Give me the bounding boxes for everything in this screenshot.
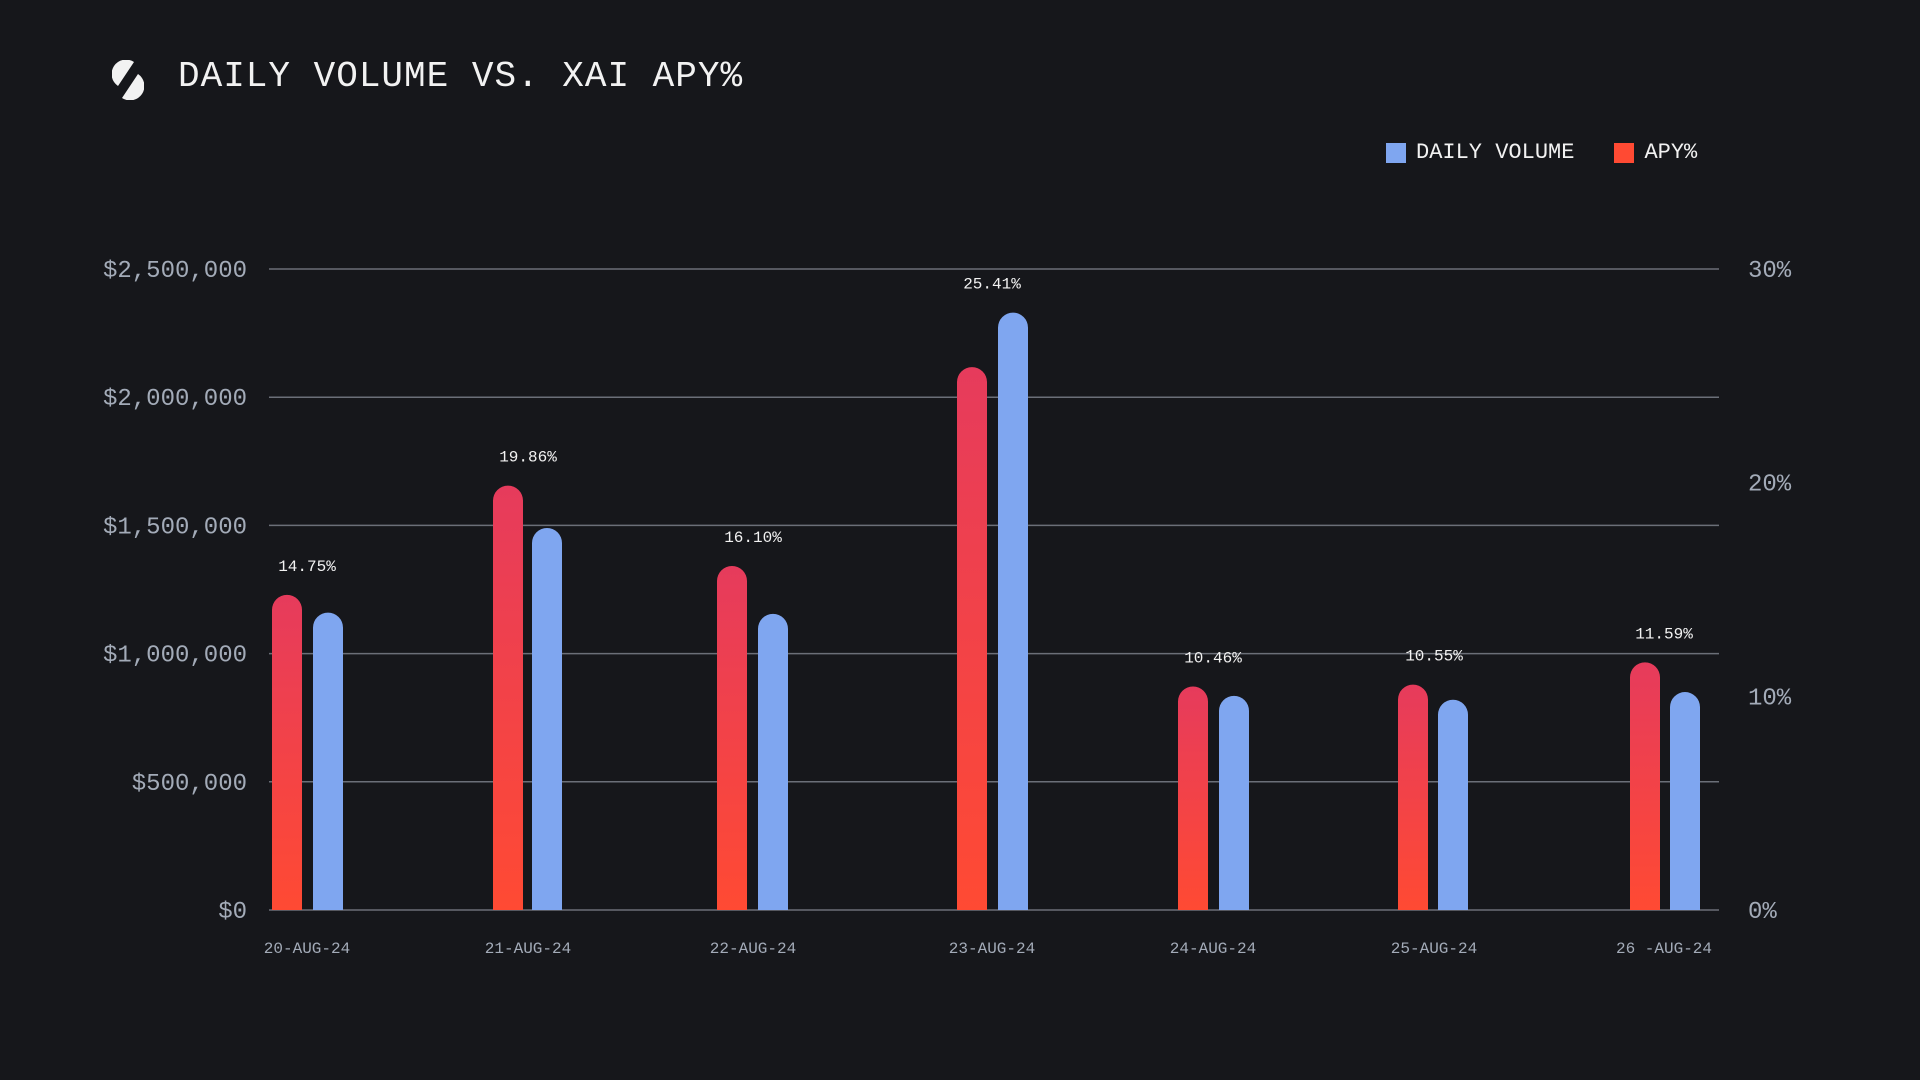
right-tick-label: 30% <box>1748 258 1792 285</box>
right-tick-label: 20% <box>1748 472 1792 499</box>
left-tick-label: $1,000,000 <box>103 643 247 670</box>
legend-swatch-apy <box>1614 142 1635 163</box>
apy-data-label: 10.55% <box>1405 648 1463 666</box>
apy-bar <box>1630 662 1660 910</box>
x-tick-label: 23-AUG-24 <box>949 940 1035 958</box>
legend-label-volume: DAILY VOLUME <box>1416 140 1575 165</box>
volume-bar <box>1670 692 1700 910</box>
apy-bar <box>493 485 523 910</box>
right-tick-label: 10% <box>1748 685 1792 712</box>
apy-bar <box>957 367 987 911</box>
apy-bar <box>717 565 747 910</box>
x-tick-label: 24-AUG-24 <box>1170 940 1256 958</box>
left-tick-label: $2,000,000 <box>103 386 247 413</box>
left-tick-label: $1,500,000 <box>103 514 247 541</box>
x-tick-label: 20-AUG-24 <box>264 940 350 958</box>
apy-data-label: 16.10% <box>724 529 782 547</box>
apy-bar <box>1398 684 1428 910</box>
apy-bar <box>1178 686 1208 910</box>
left-tick-label: $2,500,000 <box>103 258 247 285</box>
volume-bar <box>532 527 562 910</box>
volume-bar <box>313 612 343 910</box>
legend-item-volume: DAILY VOLUME <box>1386 140 1574 165</box>
right-tick-label: 0% <box>1748 899 1777 926</box>
x-tick-label: 21-AUG-24 <box>485 940 571 958</box>
legend-label-apy: APY% <box>1644 140 1698 165</box>
x-tick-label: 25-AUG-24 <box>1391 940 1477 958</box>
apy-data-label: 14.75% <box>278 558 336 576</box>
left-tick-label: $500,000 <box>132 771 247 798</box>
legend: DAILY VOLUME APY% <box>1386 140 1697 165</box>
apy-data-label: 19.86% <box>499 449 557 467</box>
left-tick-label: $0 <box>218 899 247 926</box>
x-tick-label: 26 -AUG-24 <box>1616 940 1712 958</box>
apy-data-label: 10.46% <box>1184 650 1242 668</box>
apy-data-label: 25.41% <box>963 276 1021 294</box>
apy-bar <box>272 594 302 910</box>
volume-bar <box>1219 695 1249 910</box>
logo-icon <box>112 60 144 100</box>
volume-bar <box>998 312 1028 911</box>
legend-swatch-volume <box>1386 142 1406 163</box>
volume-bar <box>1438 699 1468 910</box>
apy-data-label: 11.59% <box>1635 625 1693 643</box>
x-tick-label: 22-AUG-24 <box>710 940 796 958</box>
legend-item-apy: APY% <box>1614 140 1697 165</box>
volume-bar <box>758 613 788 910</box>
chart-title: DAILY VOLUME VS. XAI APY% <box>178 56 744 97</box>
